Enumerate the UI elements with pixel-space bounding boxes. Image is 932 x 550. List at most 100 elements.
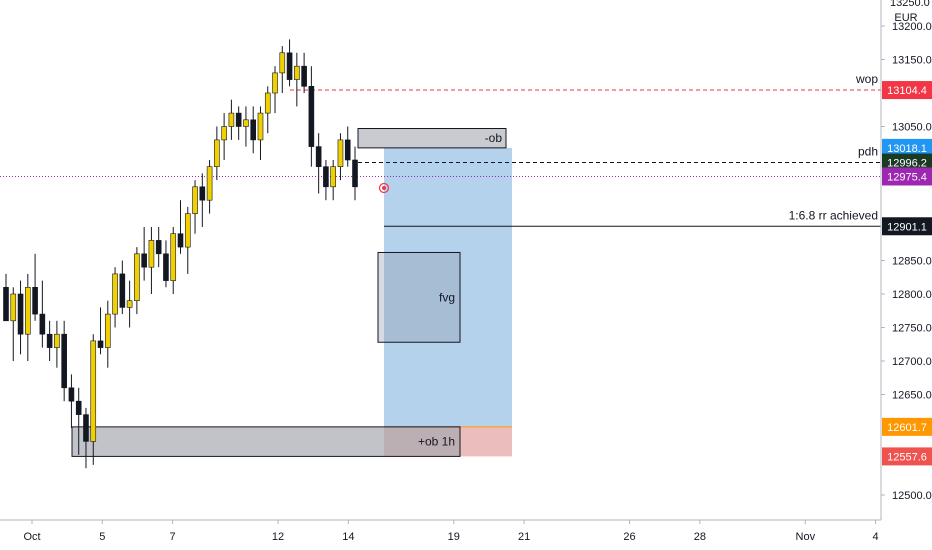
time-tick-label: 14: [342, 531, 354, 543]
price-tick-label: 12850.0: [892, 256, 932, 268]
candle-body: [199, 186, 206, 201]
bearish-order-block-label: -ob: [485, 131, 503, 145]
time-tick-label: 19: [448, 531, 460, 543]
time-axis[interactable]: Oct 5 7 12 14 19 21 26 28 Nov 4: [0, 519, 881, 543]
candle-body: [112, 273, 118, 315]
price-tick-label: 13150.0: [892, 55, 932, 67]
candle-body: [352, 159, 358, 188]
level-line-layer: [0, 89, 881, 227]
candle-body: [75, 400, 82, 415]
price-tick-label: 12650.0: [892, 390, 932, 402]
time-tick-label: 7: [170, 531, 176, 543]
price-badge: [882, 167, 932, 186]
price-badge-label: 13018.1: [887, 143, 927, 155]
price-badge-label: 12996.2: [887, 158, 927, 170]
candle-body: [68, 387, 75, 402]
time-tick-label: 26: [623, 531, 635, 543]
candle-body: [250, 119, 257, 141]
candle-body: [10, 293, 17, 322]
candle-body: [323, 166, 329, 188]
price-badge-label: 13104.4: [887, 85, 927, 97]
candle-body: [141, 253, 147, 268]
candle-body: [46, 333, 53, 348]
candle-body: [192, 186, 198, 214]
candle-body: [243, 119, 249, 127]
time-tick-label: Oct: [23, 531, 40, 543]
price-badge-label: 12601.7: [887, 422, 927, 434]
bearish-order-block[interactable]: [357, 128, 507, 149]
candle-body: [126, 300, 133, 308]
price-badge-label: 12975.4: [887, 171, 927, 183]
price-tick-label: 12750.0: [892, 323, 932, 335]
candle-body: [315, 146, 322, 168]
fvg-label: fvg: [439, 290, 455, 304]
rr-achieved-label: 1:6.8 rr achieved: [789, 208, 878, 222]
candle-body: [39, 313, 46, 335]
candle-body: [235, 112, 242, 127]
candle-body: [308, 86, 315, 147]
candle-body: [155, 240, 162, 255]
price-tick-label: 13200.0: [892, 21, 932, 33]
candle-body: [119, 273, 126, 308]
time-tick-label: Nov: [796, 531, 816, 543]
price-tick-label: 12700.0: [892, 356, 932, 368]
candle-body: [170, 233, 177, 281]
candle-layer: [3, 39, 358, 469]
candle-body: [206, 166, 213, 201]
time-tick-label: 12: [272, 531, 284, 543]
candle-body: [294, 65, 300, 80]
annotation-layer: wop pdh 1:6.8 rr achieved -ob fvg +ob 1h: [418, 72, 878, 449]
candle-body: [344, 139, 351, 161]
candle-body: [184, 213, 191, 248]
price-badge-label: 12557.6: [887, 451, 927, 463]
price-badge: [882, 447, 932, 466]
time-tick-label: 4: [873, 531, 879, 543]
candle-body: [301, 65, 307, 87]
price-badge: [882, 138, 932, 157]
price-tick-label: 12500.0: [892, 490, 932, 502]
candle-body: [330, 166, 336, 188]
candle-body: [279, 52, 286, 74]
symbol-fragment-label: 13250.0: [890, 0, 930, 9]
candle-body: [228, 112, 235, 127]
candle-body: [163, 253, 169, 281]
candle-body: [17, 293, 24, 335]
candle-body: [3, 286, 9, 322]
price-badge: [882, 153, 932, 172]
candle-body: [337, 139, 344, 167]
fvg-box[interactable]: [377, 251, 461, 343]
candle-body: [97, 340, 104, 348]
price-tick-label: 12800.0: [892, 289, 932, 301]
candle-body: [177, 233, 184, 248]
time-tick-label: 28: [694, 531, 706, 543]
price-badge-label: 12901.1: [887, 221, 927, 233]
candle-body: [148, 240, 155, 268]
candle-body: [257, 112, 264, 141]
currency-label: EUR: [894, 12, 917, 24]
candle-body: [221, 126, 227, 141]
zone-layer: [71, 128, 512, 457]
price-axis[interactable]: EUR 13250.0 13200.0 13150.0 13050.0 12850.0…: [880, 0, 932, 520]
candle-body: [90, 340, 97, 442]
price-badge: [882, 81, 932, 100]
candle-body: [104, 313, 111, 348]
target-marker-icon: [378, 182, 390, 194]
price-badge: [882, 217, 932, 236]
candle-body: [286, 52, 293, 80]
candle-body: [264, 92, 271, 114]
time-tick-label: 21: [518, 531, 530, 543]
candle-body: [25, 286, 31, 335]
candle-body: [54, 333, 60, 348]
position-profit-zone[interactable]: [384, 147, 512, 427]
candle-body: [272, 72, 278, 94]
bullish-order-block[interactable]: [71, 426, 461, 457]
bullish-order-block-label: +ob 1h: [418, 435, 455, 449]
time-tick-label: 5: [99, 531, 105, 543]
price-tick-label: 13050.0: [892, 122, 932, 134]
candle-body: [32, 286, 38, 315]
wop-label: wop: [855, 72, 878, 86]
price-badge: [882, 417, 932, 436]
candle-body: [83, 414, 89, 442]
candle-body: [134, 253, 140, 302]
